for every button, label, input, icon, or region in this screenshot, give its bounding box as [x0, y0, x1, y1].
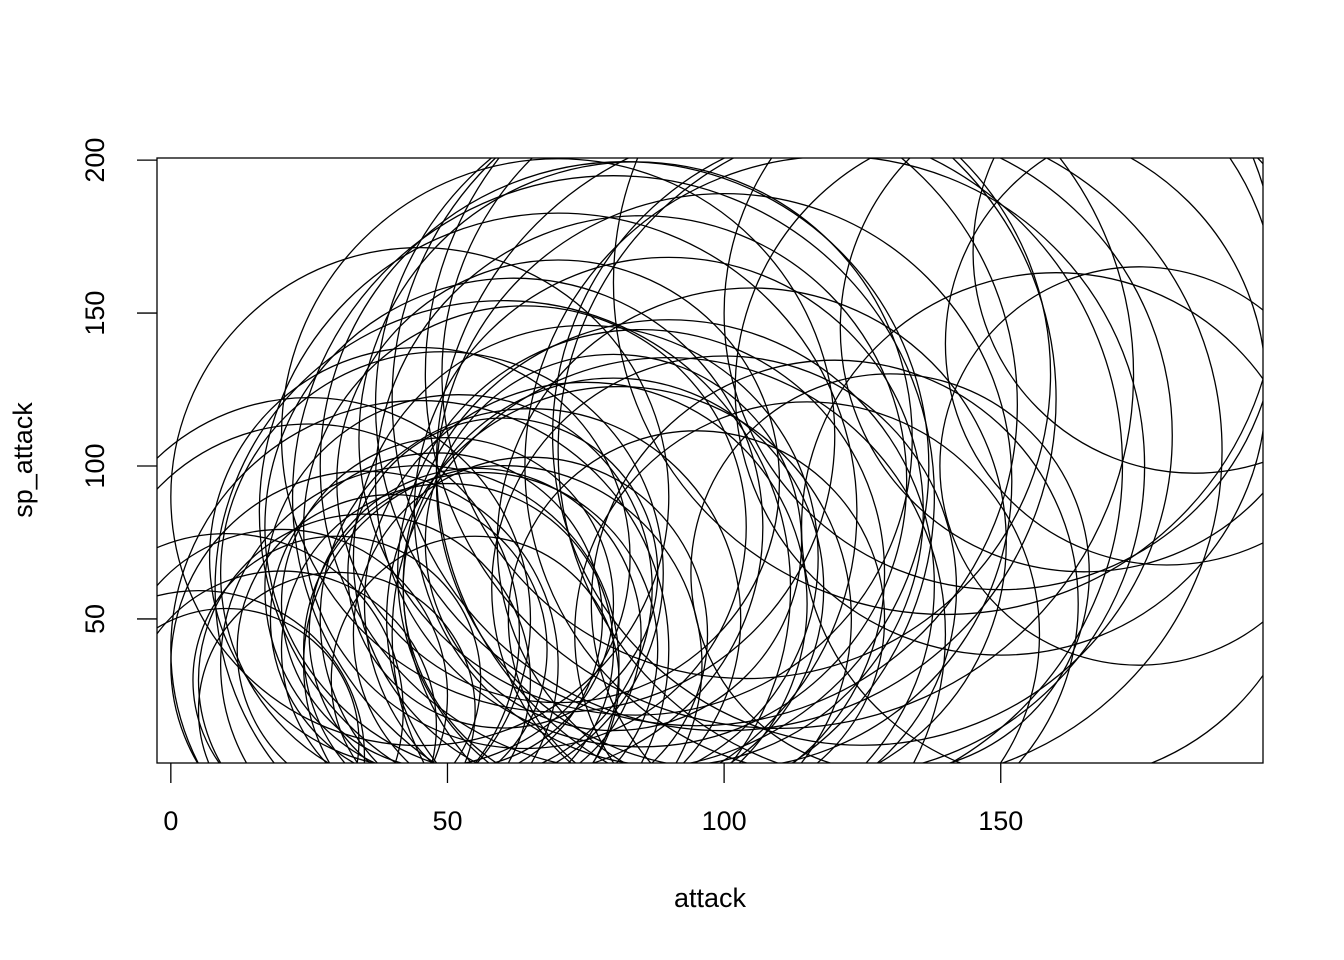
- bubble: [612, 158, 1263, 616]
- bubble: [220, 465, 620, 763]
- bubble: [496, 287, 1007, 763]
- bubble: [402, 377, 825, 763]
- bubble: [723, 158, 1263, 591]
- bubble: [557, 158, 1223, 763]
- bubble: [552, 158, 1173, 746]
- bubble: [386, 385, 852, 763]
- bubble: [264, 277, 764, 763]
- bubble: [590, 359, 1079, 763]
- bubble: [352, 324, 819, 763]
- bubble: [374, 158, 1018, 727]
- bubble: [734, 158, 1263, 656]
- bubble: [303, 465, 703, 763]
- bubble: [424, 158, 1135, 729]
- y-tick-label: 100: [80, 443, 110, 488]
- bubble: [308, 467, 642, 763]
- bubble: [192, 535, 482, 763]
- bubble: [208, 346, 631, 763]
- y-tick-label: 50: [80, 604, 110, 634]
- x-tick-label: 100: [702, 806, 747, 836]
- bubble: [358, 161, 913, 716]
- bubble: [524, 158, 1146, 763]
- bubble: [157, 589, 366, 763]
- bubble: [157, 397, 532, 763]
- bubble: [291, 175, 935, 763]
- bubble: [336, 259, 781, 704]
- bubble: [157, 570, 438, 763]
- x-tick-label: 150: [978, 806, 1023, 836]
- bubble: [157, 528, 449, 763]
- bubble: [391, 357, 946, 763]
- bubble: [491, 355, 958, 763]
- bubble: [690, 373, 1090, 763]
- bubble: [302, 305, 747, 750]
- bubble: [214, 300, 792, 763]
- bubble: [157, 423, 520, 763]
- y-tick-label: 200: [80, 138, 110, 183]
- bubble: [280, 482, 615, 763]
- bubble: [413, 256, 924, 763]
- bubbles: [157, 158, 1263, 763]
- bubble: [441, 158, 1052, 680]
- bubble: [374, 215, 908, 748]
- bubble: [397, 329, 886, 763]
- bubble: [507, 430, 886, 763]
- plot-frame: [156, 157, 1264, 764]
- x-axis-label: attack: [674, 883, 747, 913]
- x-tick-label: 50: [432, 806, 462, 836]
- bubble: [157, 533, 404, 763]
- bubble: [220, 351, 664, 763]
- y-axis-label: sp_attack: [8, 402, 38, 518]
- bubble: [236, 494, 548, 763]
- bubble: [352, 456, 709, 763]
- bubble: [839, 158, 1263, 573]
- bubble: [330, 535, 620, 763]
- bubble: [280, 437, 615, 763]
- x-tick-label: 0: [163, 806, 178, 836]
- y-tick-label: 150: [80, 291, 110, 336]
- bubble: [258, 212, 858, 763]
- bubble: [972, 158, 1263, 474]
- bubble: [157, 607, 360, 763]
- bubble: [280, 158, 836, 713]
- bubble: [424, 353, 803, 732]
- bubble: [197, 513, 532, 763]
- bubble: [435, 193, 1013, 763]
- bubble: [347, 417, 659, 729]
- bubble: [391, 158, 1057, 732]
- bubble: [264, 394, 653, 763]
- bubble: [402, 319, 935, 763]
- bubble: [170, 399, 670, 763]
- bubble: [363, 381, 808, 763]
- bubble: [939, 266, 1263, 666]
- bubble: [944, 158, 1263, 566]
